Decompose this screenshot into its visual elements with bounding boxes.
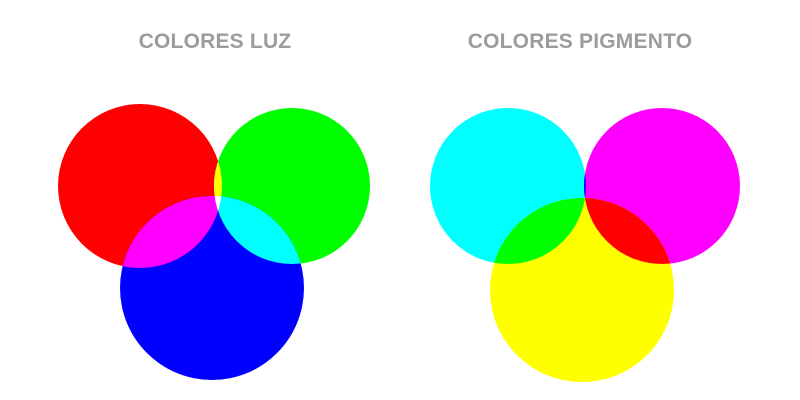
cyan-overlap <box>214 196 304 264</box>
light-colors-title: COLORES LUZ <box>138 30 292 53</box>
light-venn <box>58 104 370 380</box>
magenta-overlap <box>120 196 222 268</box>
pigment-colors-title: COLORES PIGMENTO <box>467 30 693 53</box>
green-overlap <box>490 198 586 264</box>
red-overlap <box>584 198 674 264</box>
pigment-venn <box>430 108 740 382</box>
